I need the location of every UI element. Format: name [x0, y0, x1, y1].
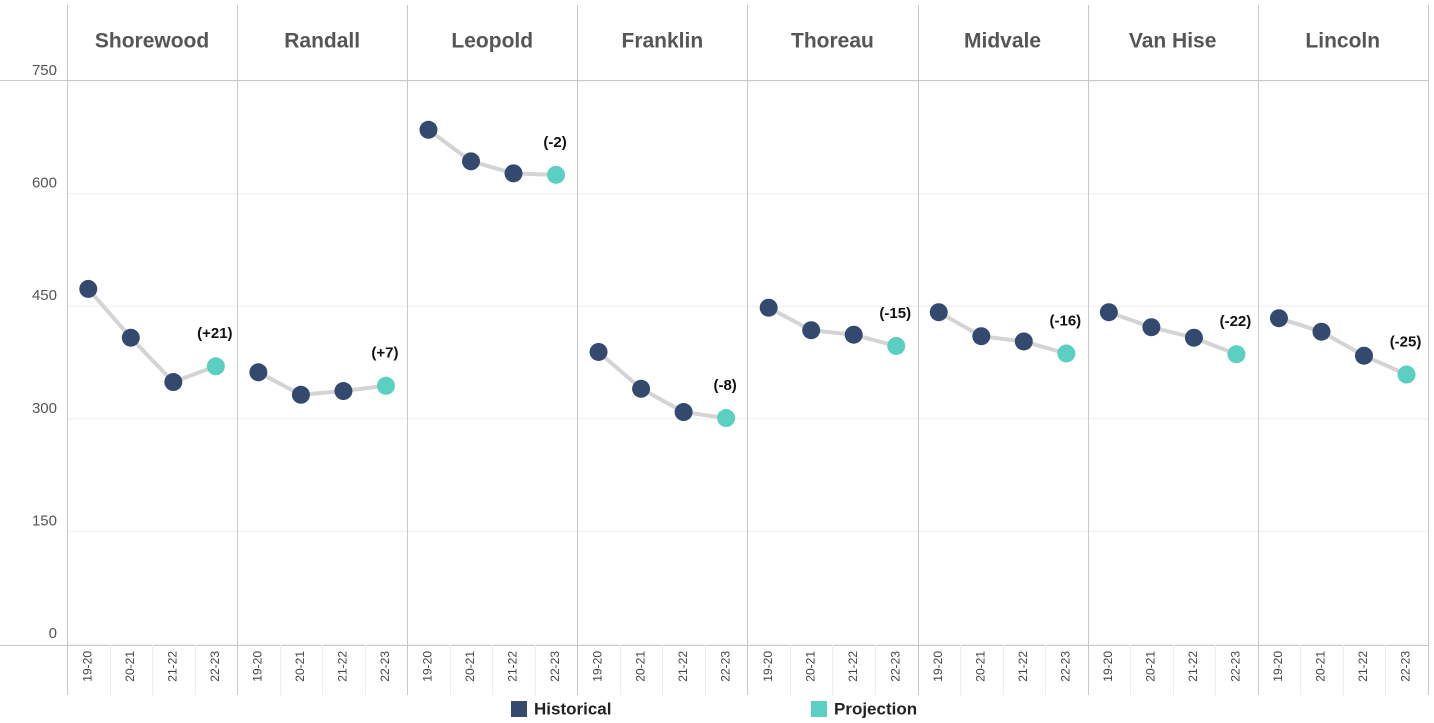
panel-title: Van Hise — [1129, 30, 1217, 53]
x-tick-label: 22-23 — [378, 651, 392, 682]
x-tick-label: 22-23 — [548, 651, 562, 682]
x-tick-label: 19-20 — [1271, 651, 1285, 682]
point — [1142, 318, 1161, 337]
point — [802, 321, 821, 340]
panel-title: Shorewood — [95, 30, 209, 53]
point — [1057, 344, 1076, 363]
y-tick-label: 600 — [32, 175, 57, 192]
point — [887, 336, 906, 355]
x-tick-label: 21-22 — [336, 651, 350, 682]
x-tick-label: 19-20 — [1101, 651, 1115, 682]
point — [79, 279, 98, 298]
x-tick-label: 21-22 — [1356, 651, 1370, 682]
x-tick-label: 20-21 — [293, 651, 307, 682]
legend-swatch — [811, 701, 827, 717]
x-tick-label: 22-23 — [888, 651, 902, 682]
annotation: (-2) — [543, 134, 566, 151]
point — [461, 152, 480, 171]
point — [1184, 328, 1203, 347]
point — [1014, 332, 1033, 351]
x-tick-label: 22-23 — [1229, 651, 1243, 682]
point — [547, 165, 566, 184]
x-tick-label: 21-22 — [506, 651, 520, 682]
line — [767, 305, 897, 348]
point — [589, 342, 608, 361]
annotation: (+21) — [197, 325, 232, 342]
point — [1227, 345, 1246, 364]
x-tick-label: 22-23 — [1399, 651, 1413, 682]
point — [632, 379, 651, 398]
point — [1099, 303, 1118, 322]
legend-label: Projection — [834, 699, 917, 718]
y-tick-label: 150 — [32, 512, 57, 529]
annotation: (-16) — [1050, 312, 1082, 329]
y-tick-label: 750 — [32, 62, 57, 79]
panel-title: Lincoln — [1305, 30, 1380, 53]
x-tick-label: 21-22 — [165, 651, 179, 682]
x-tick-label: 20-21 — [123, 651, 137, 682]
legend-swatch — [511, 701, 527, 717]
line — [86, 287, 217, 385]
x-tick-label: 22-23 — [1059, 651, 1073, 682]
x-tick-label: 21-22 — [1186, 651, 1200, 682]
point — [674, 403, 693, 422]
y-tick-label: 0 — [49, 625, 57, 642]
point — [206, 357, 225, 376]
point — [1269, 309, 1288, 328]
x-tick-label: 20-21 — [633, 651, 647, 682]
panel-title: Randall — [284, 30, 360, 53]
x-tick-label: 22-23 — [208, 651, 222, 682]
annotation: (+7) — [371, 345, 398, 362]
x-tick-label: 19-20 — [80, 651, 94, 682]
x-tick-label: 19-20 — [591, 651, 605, 682]
line — [1278, 316, 1408, 377]
x-tick-label: 19-20 — [421, 651, 435, 682]
point — [376, 376, 395, 395]
point — [1312, 322, 1331, 341]
point — [929, 303, 948, 322]
legend-label: Historical — [534, 699, 611, 718]
panel-title: Thoreau — [791, 30, 874, 53]
x-tick-label: 21-22 — [846, 651, 860, 682]
line — [937, 310, 1067, 356]
line — [597, 350, 727, 421]
x-tick-label: 19-20 — [251, 651, 265, 682]
point — [759, 298, 778, 317]
x-tick-label: 22-23 — [718, 651, 732, 682]
x-tick-label: 20-21 — [1314, 651, 1328, 682]
annotation: (-22) — [1220, 313, 1252, 330]
point — [164, 373, 183, 392]
point — [121, 328, 140, 347]
point — [504, 164, 523, 183]
panel-title: Midvale — [964, 30, 1041, 53]
y-tick-label: 450 — [32, 287, 57, 304]
point — [717, 409, 736, 428]
x-tick-label: 20-21 — [973, 651, 987, 682]
point — [1397, 365, 1416, 384]
point — [249, 363, 268, 382]
line — [427, 128, 557, 177]
x-tick-label: 20-21 — [1144, 651, 1158, 682]
panel-title: Leopold — [451, 30, 533, 53]
line — [1108, 310, 1238, 357]
x-tick-label: 21-22 — [1016, 651, 1030, 682]
line — [257, 370, 387, 397]
x-tick-label: 20-21 — [463, 651, 477, 682]
point — [334, 382, 353, 401]
point — [972, 327, 991, 346]
panel-title: Franklin — [622, 30, 704, 53]
annotation: (-8) — [713, 377, 736, 394]
x-tick-label: 20-21 — [803, 651, 817, 682]
annotation: (-15) — [879, 305, 911, 322]
x-tick-label: 19-20 — [931, 651, 945, 682]
x-tick-label: 21-22 — [676, 651, 690, 682]
y-tick-label: 300 — [32, 400, 57, 417]
x-tick-label: 19-20 — [761, 651, 775, 682]
annotation: (-25) — [1390, 333, 1422, 350]
point — [844, 325, 863, 344]
point — [419, 120, 438, 139]
point — [291, 385, 310, 404]
point — [1355, 346, 1374, 365]
